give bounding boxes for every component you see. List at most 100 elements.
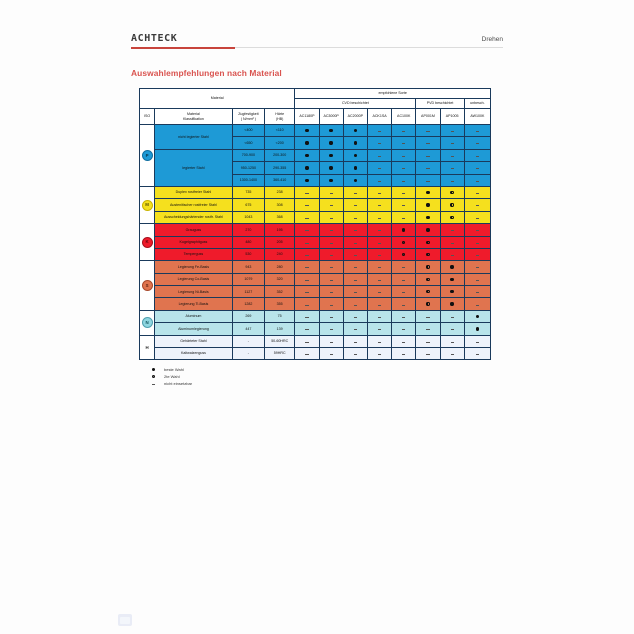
legend-label: 2te Wahl [164,374,180,379]
legend-marker [152,381,162,386]
grade-recommendation-cell [366,136,393,150]
marker-not-applicable-icon [305,267,309,269]
marker-not-applicable-icon [475,279,479,281]
grade-recommendation-cell [294,173,320,187]
grade-recommendation-cell [318,173,344,187]
material-classification-cell: Grauguss [154,223,233,237]
grade-recommendation-cell [366,247,393,262]
marker-not-applicable-icon [450,168,454,169]
grade-recommendation-cell [366,148,393,163]
marker-not-applicable-icon [475,230,479,231]
marker-not-applicable-icon [305,341,309,343]
grade-recommendation-cell [439,148,465,163]
grade-recommendation-cell [318,223,344,237]
grade-recommendation-cell [415,185,441,200]
hardness-cell: 200-300 [264,148,296,163]
grade-recommendation-cell [342,185,368,200]
tensile-strength-cell: 1300-1400 [231,173,266,187]
grade-recommendation-cell [366,123,393,138]
material-classification-cell: Ausscheidungshärtender rostfr. Stahl [154,210,233,225]
marker-not-applicable-icon [402,205,406,207]
grade-recommendation-cell [294,136,320,150]
marker-best-choice-icon [305,141,309,145]
grade-recommendation-cell [294,309,320,324]
tensile-strength-cell: - [231,334,266,349]
grade-recommendation-cell [439,247,465,262]
marker-not-applicable-icon [402,316,406,318]
hardness-cell: 75 [264,309,296,324]
grade-recommendation-cell [391,260,417,274]
marker-not-applicable-icon [377,155,382,157]
marker-not-applicable-icon [377,304,382,306]
marker-best-choice-icon [353,166,358,170]
marker-not-applicable-icon [475,304,479,306]
marker-not-applicable-icon [402,292,406,293]
legend-item: beste Wahl [152,366,192,373]
grade-recommendation-cell [318,297,344,311]
marker-not-applicable-icon [377,242,382,244]
marker-not-applicable-icon [152,384,156,385]
marker-not-applicable-icon [475,217,479,219]
marker-not-applicable-icon [329,304,333,306]
marker-not-applicable-icon [402,341,406,343]
header-subgroup-uncoated: unbesch. [463,98,492,109]
marker-not-applicable-icon [426,168,430,169]
marker-not-applicable-icon [329,242,333,244]
grade-recommendation-cell [318,322,344,336]
material-classification-cell: Legierung Ni-Basis [154,285,233,299]
grade-recommendation-cell [318,272,344,287]
table-row: Ausscheidungshärtender rostfr. Stahl 1043… [139,210,492,225]
header-col-klassifikation-line2: Klassifikation [182,116,204,121]
marker-not-applicable-icon [475,341,479,343]
table-row: M Duplex rostfreier Stahl 735 238 [138,185,492,225]
hardness-cell: 308 [264,198,296,212]
material-classification-cell: Legierung Fe-Basis [154,260,233,274]
marker-not-applicable-icon [402,131,406,132]
marker-not-applicable-icon [450,242,454,244]
grade-recommendation-cell [318,285,344,299]
marker-second-choice-icon [450,203,454,207]
marker-not-applicable-icon [377,255,382,256]
marker-best-choice-icon [450,265,454,269]
marker-not-applicable-icon [402,180,406,182]
header-grade-3: ACK1SA [366,108,393,125]
hardness-cell: 360-410 [264,173,296,187]
grade-recommendation-cell [342,123,368,138]
marker-best-choice-icon [305,166,309,170]
selection-matrix-container: Material empfohlene Sorte CVD beschichte… [138,88,492,361]
table-row: Aluminumlegierung 447 139 [139,322,492,336]
material-classification-cell: Aluminumlegierung [154,322,233,336]
marker-not-applicable-icon [353,255,357,256]
marker-best-choice-icon [329,166,333,170]
grade-recommendation-cell [366,285,393,299]
grade-recommendation-cell [439,123,465,138]
material-classification-cell: Kaltwalzenguss [154,347,233,361]
marker-not-applicable-icon [450,230,454,231]
grade-recommendation-cell [415,223,441,237]
marker-best-choice-icon [152,367,156,371]
grade-recommendation-cell [366,309,393,324]
tensile-strength-cell: <650 [231,136,266,150]
material-classification-cell: Austenitischer rostfreier Stahl [154,198,233,212]
marker-best-choice-icon [305,129,309,133]
marker-not-applicable-icon [402,143,406,145]
grade-recommendation-cell [318,148,344,163]
header-grade-5: AP001M [415,108,441,125]
grade-recommendation-cell [415,136,441,150]
grade-recommendation-cell [342,136,368,150]
marker-not-applicable-icon [426,180,430,182]
grade-recommendation-cell [415,334,441,349]
hardness-cell: 280 [264,260,296,274]
brand-underline [131,47,235,49]
tensile-strength-cell: 1079 [231,272,266,287]
marker-not-applicable-icon [402,267,406,269]
marker-not-applicable-icon [377,329,382,331]
grade-recommendation-cell [294,210,320,225]
marker-not-applicable-icon [305,230,309,231]
grade-recommendation-cell [318,210,344,225]
grade-recommendation-cell [391,223,417,237]
marker-second-choice-icon [426,252,430,257]
grade-recommendation-cell [415,260,441,274]
marker-second-choice-icon [426,302,430,306]
